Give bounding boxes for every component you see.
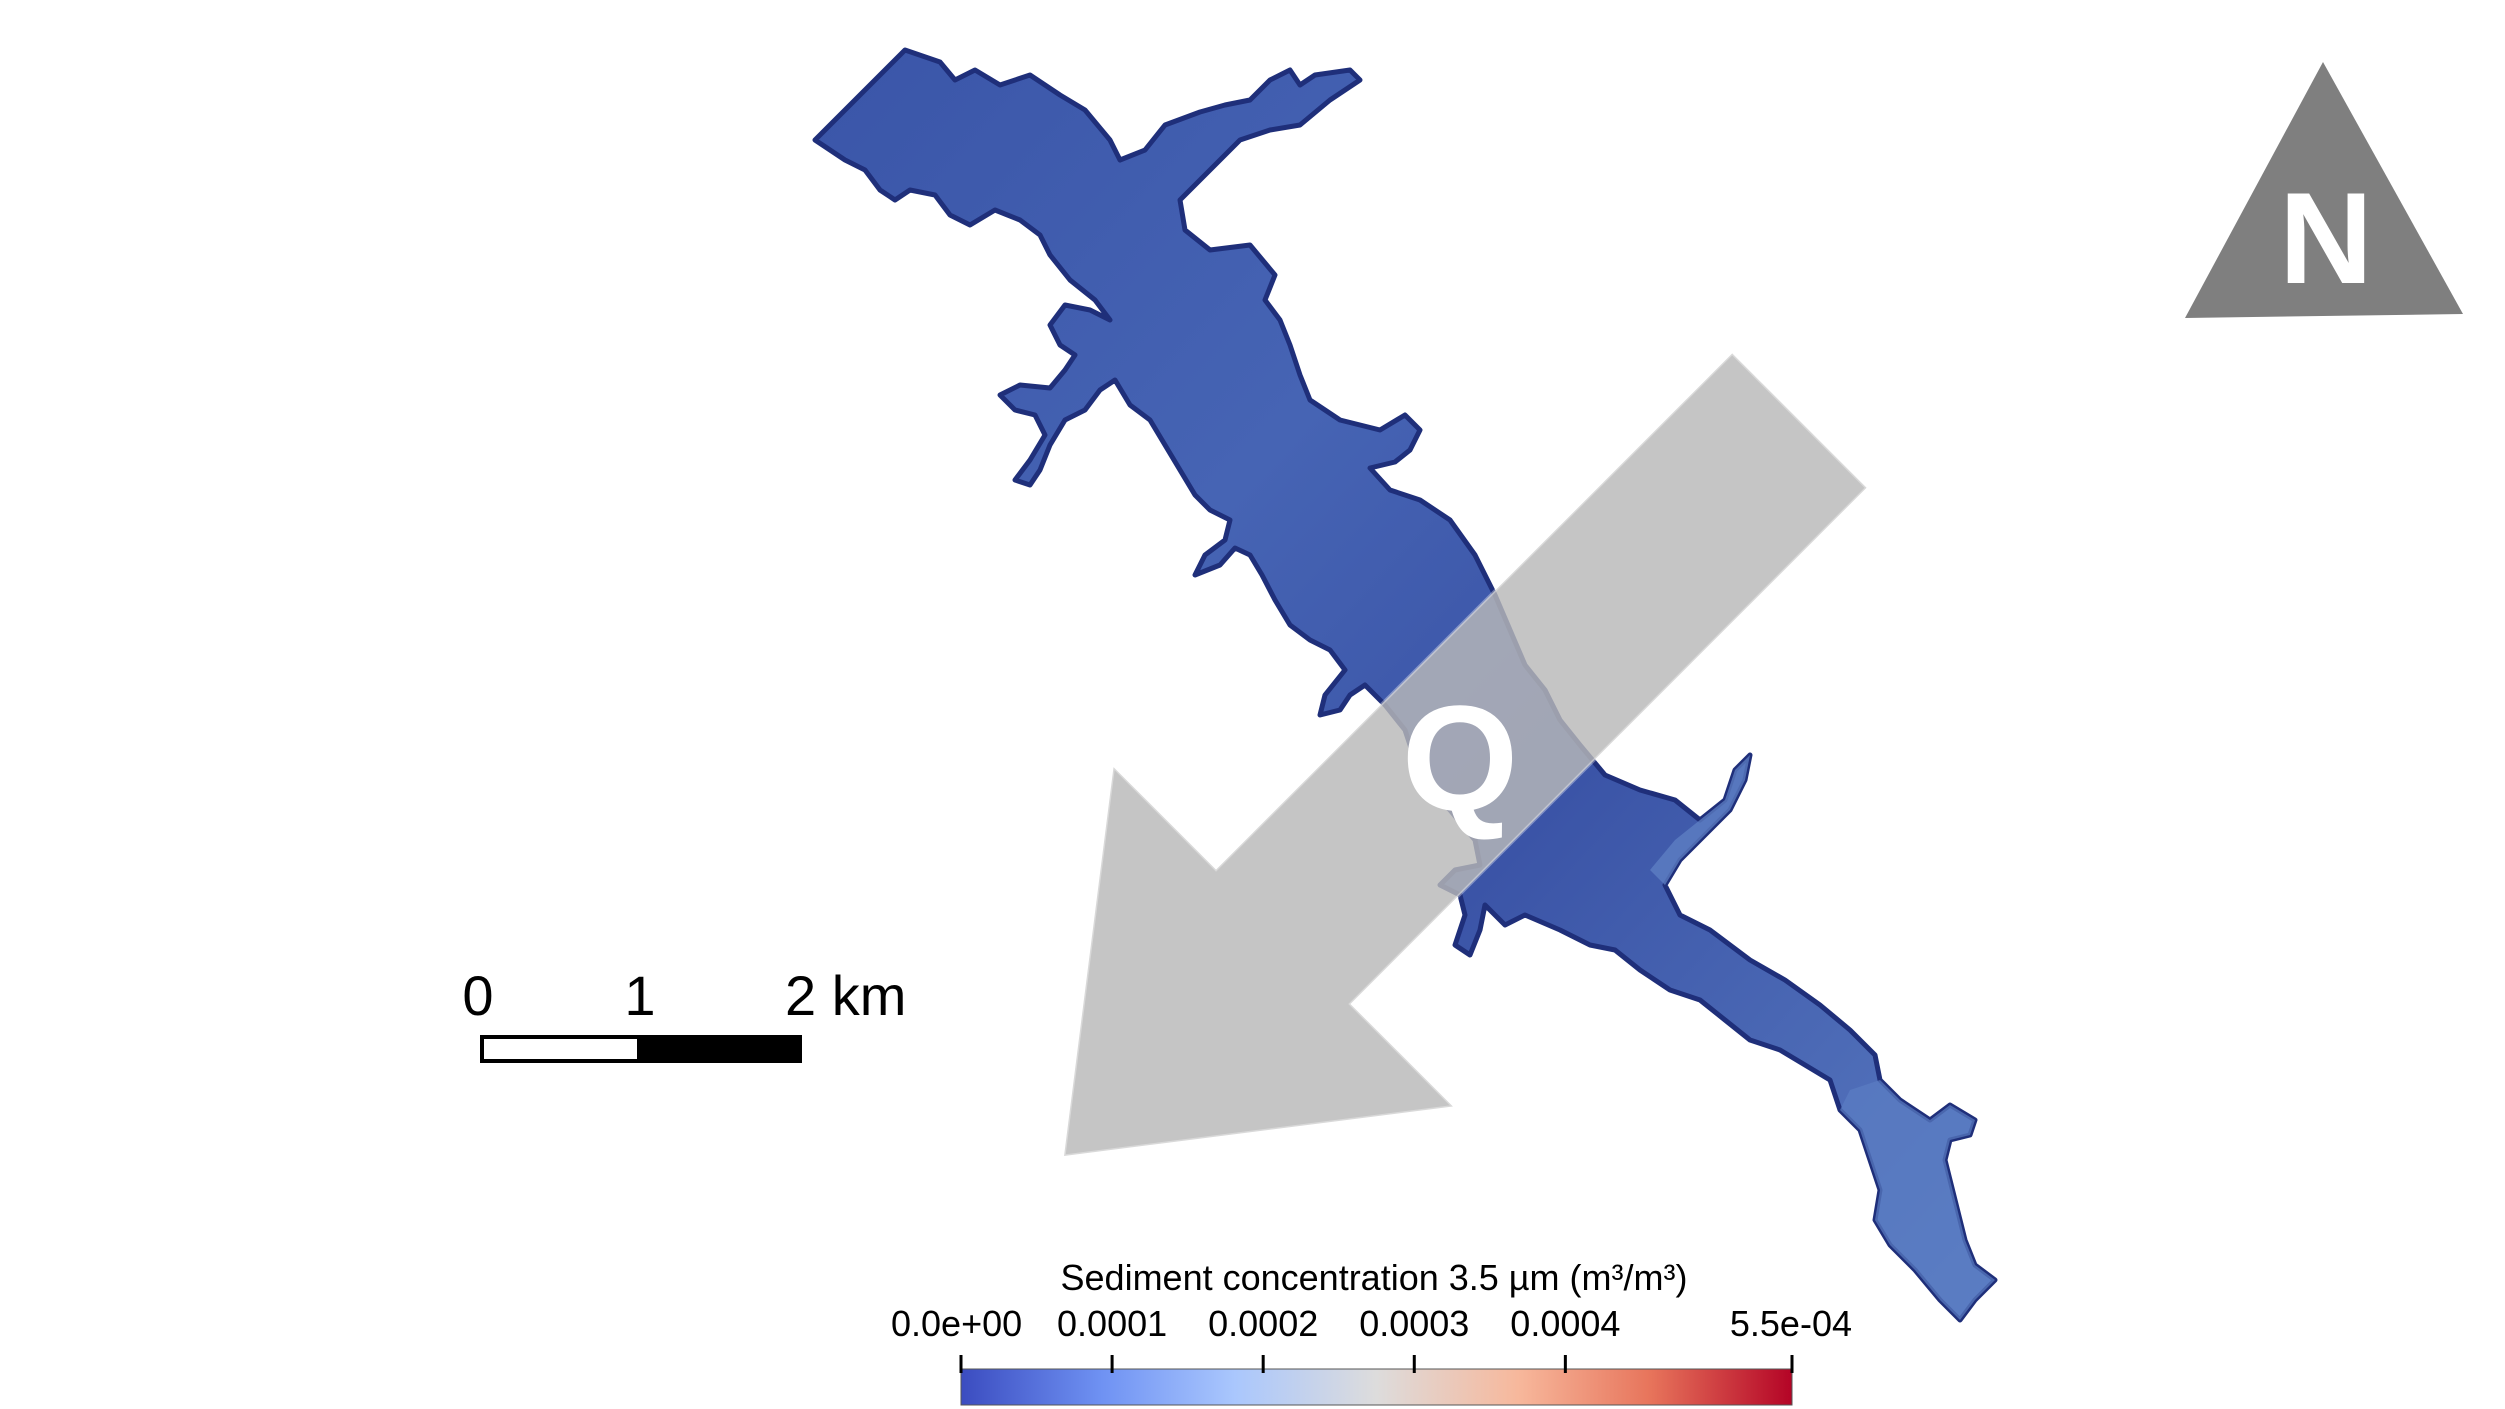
colorbar-gradient-bar: [960, 1368, 1793, 1406]
scale-bar: 0 1 2 km: [462, 964, 906, 1063]
north-arrow-triangle: [2185, 62, 2463, 318]
colorbar-tick-label-3: 0.0003: [1359, 1303, 1469, 1344]
reservoir-southern-reach: [1840, 1080, 1995, 1320]
scale-segment-black: [637, 1035, 802, 1063]
scale-label-2: 2 km: [785, 964, 906, 1027]
flow-label: Q: [1402, 674, 1519, 842]
flow-direction-arrow: Q: [1062, 351, 1869, 1158]
colorbar-tick-label-0: 0.0e+00: [891, 1303, 1022, 1344]
colorbar-tick-label-4: 0.0004: [1510, 1303, 1620, 1344]
colorbar-ticks: [959, 1355, 1794, 1373]
scale-label-1: 1: [624, 964, 655, 1027]
reservoir-east-tributary: [1650, 755, 1750, 885]
colorbar-tick-labels: 0.0e+00 0.0001 0.0002 0.0003 0.0004 5.5e-04: [891, 1303, 1852, 1344]
colorbar-title: Sediment concentration 3.5 µm (m³/m³): [1061, 1257, 1688, 1298]
colorbar-tick-label-2: 0.0002: [1208, 1303, 1318, 1344]
north-label: N: [2279, 165, 2373, 311]
colorbar-tick-label-1: 0.0001: [1057, 1303, 1167, 1344]
scale-label-0: 0: [462, 964, 493, 1027]
colorbar-tick-label-5: 5.5e-04: [1730, 1303, 1852, 1344]
north-arrow: N: [2185, 62, 2463, 318]
colorbar-legend: Sediment concentration 3.5 µm (m³/m³) 0.…: [891, 1257, 1852, 1406]
scale-segment-white: [480, 1035, 641, 1063]
